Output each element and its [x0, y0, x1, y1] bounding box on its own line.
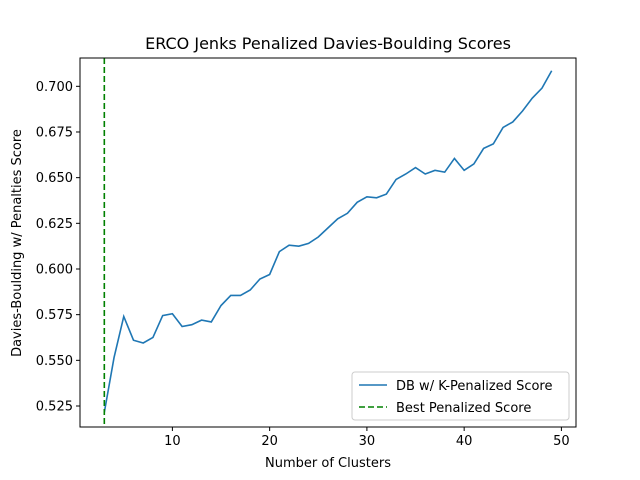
legend-box — [351, 371, 570, 421]
legend: DB w/ K-Penalized Score Best Penalized S… — [351, 371, 570, 421]
y-tick-label: 0.625 — [36, 217, 73, 232]
x-tick-label: 20 — [261, 434, 278, 449]
legend-label-series-line: DB w/ K-Penalized Score — [396, 379, 552, 394]
x-tick-label: 10 — [164, 434, 181, 449]
axes-frame — [79, 57, 577, 428]
y-tick-label: 0.600 — [36, 262, 73, 277]
y-tick-label: 0.700 — [36, 80, 73, 95]
chart-title: ERCO Jenks Penalized Davies-Boulding Sco… — [145, 34, 511, 53]
y-tick-label: 0.650 — [36, 171, 73, 186]
y-axis-ticks: 0.525 0.550 0.575 0.600 0.625 0.650 0.675 0.700 — [36, 80, 80, 414]
y-axis-label: Davies-Boulding w/ Penalties Score — [10, 129, 25, 357]
series-line — [103, 70, 553, 413]
x-tick-label: 40 — [456, 434, 473, 449]
x-tick-label: 30 — [359, 434, 376, 449]
y-tick-label: 0.575 — [36, 308, 73, 323]
y-tick-label: 0.525 — [36, 399, 73, 414]
x-axis-label: Number of Clusters — [265, 456, 391, 471]
legend-label-best-score: Best Penalized Score — [396, 401, 531, 416]
x-tick-label: 50 — [553, 434, 570, 449]
plot-area — [103, 58, 553, 427]
y-tick-label: 0.550 — [36, 354, 73, 369]
y-tick-label: 0.675 — [36, 125, 73, 140]
x-axis-ticks: 10 20 30 40 50 — [164, 427, 570, 449]
